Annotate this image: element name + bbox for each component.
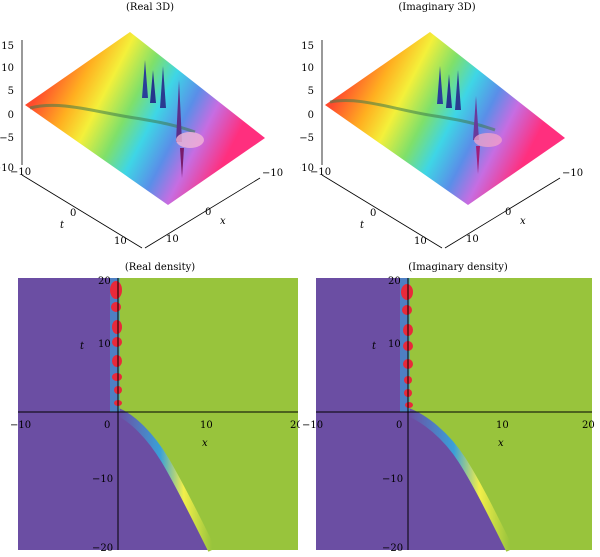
- svg-text:20: 20: [388, 276, 401, 287]
- svg-text:−10: −10: [300, 163, 314, 174]
- x-axis-label: x: [202, 438, 208, 449]
- real-density-plot: −10 0 10 20 x 20 10 −10 −20 t: [10, 276, 303, 554]
- svg-text:10: 10: [200, 420, 213, 431]
- svg-text:10: 10: [114, 236, 127, 247]
- svg-text:0: 0: [70, 208, 76, 219]
- boundary-curve: [406, 408, 514, 552]
- soliton-trough: [29, 103, 196, 134]
- peaks: [142, 60, 204, 178]
- svg-text:−5: −5: [0, 133, 14, 144]
- imaginary-3d-plot: 15 10 5 0 −5 −10 −10 0 10 t 10 0 −10 x: [293, 32, 583, 249]
- svg-text:−10: −10: [10, 420, 31, 431]
- svg-text:−20: −20: [382, 543, 403, 553]
- svg-text:−10: −10: [562, 168, 583, 179]
- real-3d-plot: 15 10 5 0 −5 −10 −10 0 10 t 10 0 −10 x: [0, 32, 283, 249]
- svg-text:5: 5: [8, 86, 14, 97]
- x-axis: [444, 177, 561, 249]
- svg-text:10: 10: [466, 234, 479, 245]
- svg-text:20: 20: [98, 276, 111, 287]
- right-region: [118, 278, 298, 550]
- svg-text:−20: −20: [92, 543, 113, 553]
- svg-text:20: 20: [290, 420, 300, 431]
- real-density-panel: (Real density) −10 0 10 2: [0, 260, 303, 554]
- real-3d-panel: (Real 3D) 15: [0, 0, 300, 260]
- panel-title: (Imaginary density): [408, 262, 508, 273]
- x-axis-label: x: [498, 438, 504, 449]
- svg-text:−10: −10: [310, 167, 331, 178]
- svg-text:15: 15: [301, 41, 314, 52]
- svg-text:5: 5: [308, 86, 314, 97]
- svg-text:0: 0: [205, 207, 211, 218]
- svg-text:0: 0: [308, 110, 314, 121]
- svg-text:10: 10: [1, 63, 14, 74]
- svg-text:−10: −10: [382, 474, 403, 485]
- imaginary-density-plot: −10 0 10 20 x 20 10 −10 −20 t: [302, 276, 595, 554]
- right-region: [408, 278, 592, 550]
- svg-text:−10: −10: [302, 420, 323, 431]
- svg-text:10: 10: [388, 339, 401, 350]
- svg-text:0: 0: [8, 110, 14, 121]
- x-axis-label: x: [520, 216, 526, 227]
- t-axis: [321, 174, 443, 249]
- svg-text:0: 0: [370, 208, 376, 219]
- panel-title: (Imaginary 3D): [398, 2, 476, 13]
- boundary-curve: [116, 408, 216, 552]
- svg-text:0: 0: [505, 207, 511, 218]
- svg-text:0: 0: [396, 420, 402, 431]
- svg-text:15: 15: [1, 41, 14, 52]
- imaginary-density-panel: (Imaginary density) −10 0 10: [300, 260, 600, 554]
- svg-text:10: 10: [301, 63, 314, 74]
- t-axis: [21, 174, 143, 249]
- x-axis-label: x: [220, 216, 226, 227]
- panel-title: (Real density): [124, 262, 196, 273]
- t-axis-label: t: [372, 341, 377, 352]
- svg-text:10: 10: [98, 339, 111, 350]
- svg-text:−5: −5: [300, 133, 314, 144]
- svg-text:0: 0: [104, 420, 110, 431]
- imaginary-3d-panel: (Imaginary 3D) 15: [293, 0, 600, 260]
- svg-text:−10: −10: [0, 163, 14, 174]
- svg-text:10: 10: [414, 236, 427, 247]
- red-peaks: [110, 281, 122, 406]
- svg-text:20: 20: [582, 420, 595, 431]
- z-ticks: 15 10 5 0 −5 −10: [293, 41, 314, 174]
- svg-text:−10: −10: [10, 167, 31, 178]
- peaks: [437, 66, 502, 174]
- svg-text:10: 10: [166, 234, 179, 245]
- t-axis-label: t: [360, 220, 365, 231]
- z-ticks: 15 10 5 0 −5 −10: [0, 41, 14, 174]
- t-axis-label: t: [80, 341, 85, 352]
- panel-title: (Real 3D): [126, 2, 174, 13]
- svg-text:−10: −10: [92, 474, 113, 485]
- t-axis-label: t: [60, 220, 65, 231]
- svg-text:−10: −10: [262, 168, 283, 179]
- svg-text:10: 10: [496, 420, 509, 431]
- x-axis: [144, 177, 261, 249]
